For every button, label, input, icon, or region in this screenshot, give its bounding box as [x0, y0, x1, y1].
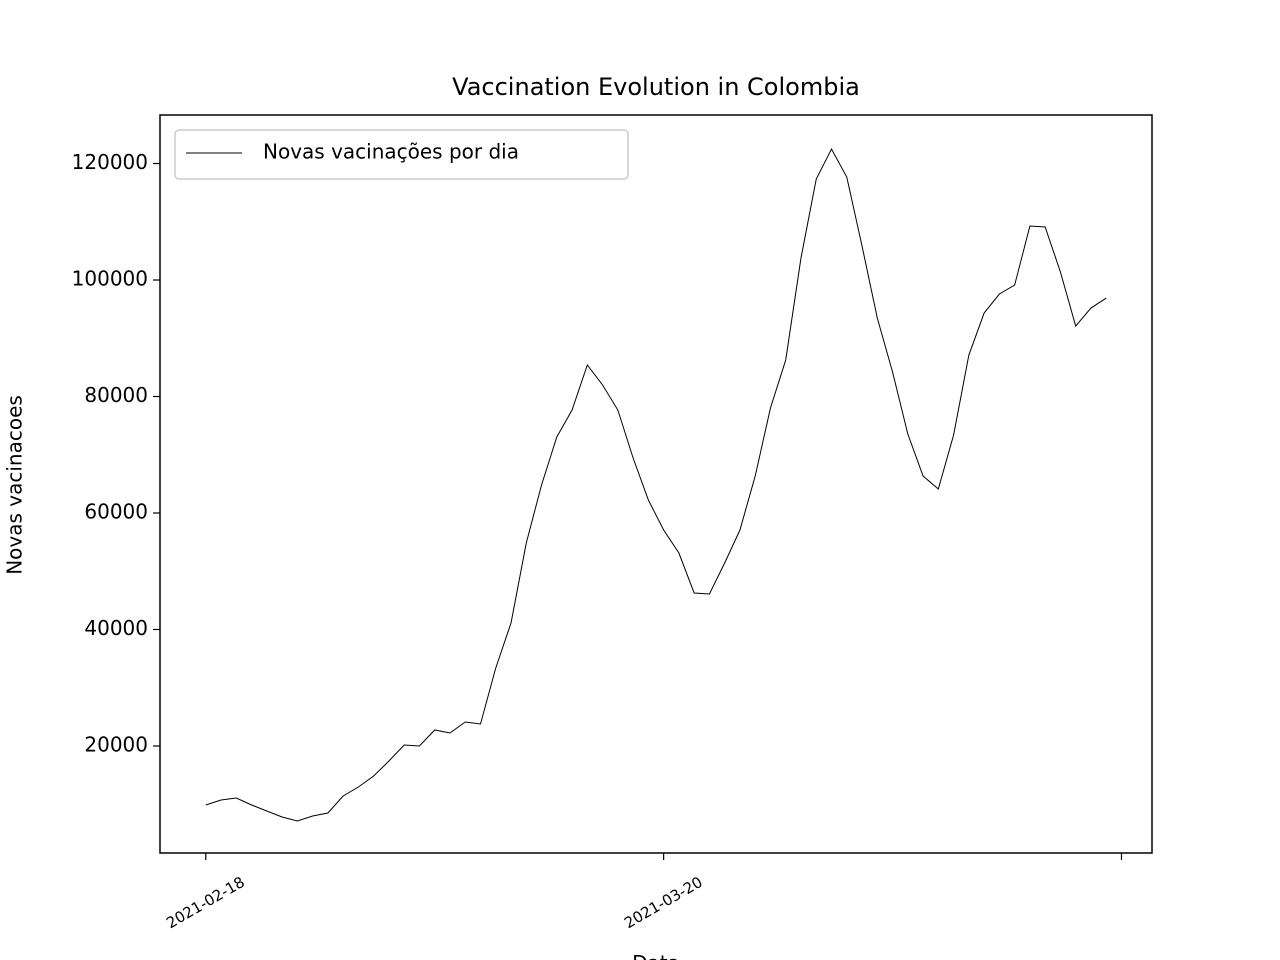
y-tick-label: 100000 — [72, 267, 148, 291]
y-axis-label: Novas vacinacoes — [3, 395, 27, 575]
y-tick-label: 20000 — [84, 732, 148, 756]
y-tick-label: 120000 — [72, 150, 148, 174]
chart-title: Vaccination Evolution in Colombia — [452, 73, 860, 101]
y-tick-label: 80000 — [84, 383, 148, 407]
y-tick-label: 60000 — [84, 500, 148, 524]
x-tick-label: 2021-02-18 — [163, 873, 248, 932]
x-tick-label: 2021-03-20 — [621, 873, 706, 932]
data-line — [205, 147, 1107, 822]
legend-label: Novas vacinações por dia — [263, 140, 519, 164]
plot-frame — [159, 114, 1153, 854]
y-tick-label: 40000 — [84, 616, 148, 640]
x-axis-label: Data — [632, 951, 680, 960]
legend-box — [174, 129, 629, 180]
